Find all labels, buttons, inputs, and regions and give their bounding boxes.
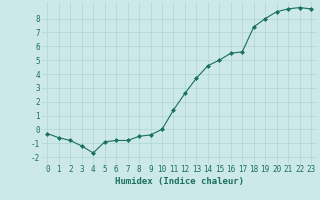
X-axis label: Humidex (Indice chaleur): Humidex (Indice chaleur) <box>115 177 244 186</box>
